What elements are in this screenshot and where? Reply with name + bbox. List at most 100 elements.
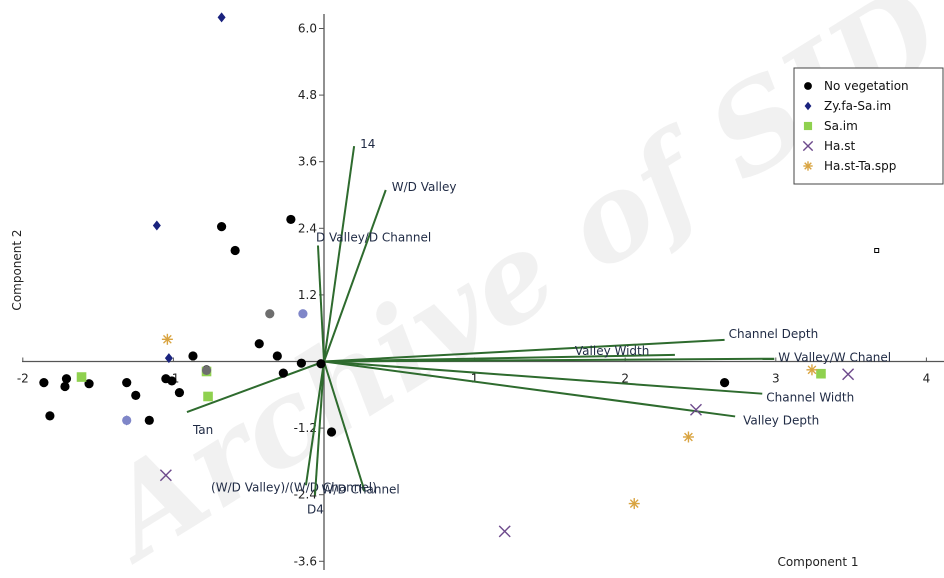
y-tick-label: 1.2 [298, 288, 317, 302]
loading-label: D Valley/D Channel [316, 231, 431, 245]
loading-label: Tan [192, 423, 213, 437]
data-point [806, 364, 818, 376]
data-point [278, 368, 288, 378]
legend-item-label: Ha.st [824, 139, 855, 153]
data-point [188, 351, 198, 361]
y-tick-label: 4.8 [298, 88, 317, 102]
data-point [254, 339, 264, 349]
x-tick-label: 3 [772, 372, 780, 386]
loading-vector [323, 361, 366, 492]
data-point [272, 351, 282, 361]
data-points [39, 12, 880, 538]
x-tick-label: 2 [621, 372, 629, 386]
data-point [265, 309, 275, 319]
y-tick-label: 2.4 [298, 221, 317, 235]
data-point [326, 427, 337, 437]
data-point-stroke [159, 469, 172, 482]
loading-vector [316, 245, 325, 362]
data-point [61, 374, 72, 384]
data-point-stroke [498, 525, 511, 538]
loading-label: W/D Valley [392, 180, 457, 194]
data-point [804, 101, 812, 111]
data-point [298, 309, 308, 319]
data-point [296, 358, 307, 368]
loading-vector [323, 189, 387, 362]
data-point [144, 415, 154, 425]
legend-item-label: No vegetation [824, 79, 909, 93]
data-point [122, 377, 132, 388]
data-point [689, 403, 702, 416]
loading-vectors: 14 W/D Valley D Valley/D Channel Channel De… [186, 137, 891, 516]
data-point [216, 222, 227, 232]
data-point [803, 121, 813, 131]
data-point [682, 431, 694, 443]
data-point-stroke [689, 403, 702, 416]
data-point [201, 365, 212, 375]
loading-vector [323, 360, 736, 418]
data-point-stroke [162, 334, 172, 344]
loading-label: 14 [360, 137, 375, 151]
loading-vector [313, 361, 325, 496]
axes: -2-112346.04.83.62.41.2-1.2-2.4-3.6Compo… [10, 14, 944, 570]
data-point-stroke [804, 162, 812, 170]
x-tick-label: -2 [17, 372, 29, 386]
data-point [122, 415, 132, 425]
data-point [39, 377, 49, 388]
loading-vector [323, 357, 775, 363]
data-point [161, 333, 173, 345]
y-tick-label: -2.4 [294, 488, 317, 502]
data-point-stroke [684, 432, 693, 442]
y-tick-label: 3.6 [298, 155, 317, 169]
data-point [842, 368, 855, 381]
loading-label: Valley Width [575, 344, 649, 358]
data-point [76, 372, 87, 382]
data-point [803, 161, 813, 171]
legend-item-label: Sa.im [824, 119, 858, 133]
legend: No vegetation Zy.fa-Sa.im Sa.im Ha.st Ha.st-… [793, 67, 944, 185]
x-tick-label: 4 [923, 372, 931, 386]
loading-label: Valley Depth [743, 413, 819, 427]
data-point [203, 391, 213, 402]
data-point [45, 411, 55, 421]
data-point [802, 140, 814, 152]
data-point [316, 359, 326, 369]
loading-label: Channel Width [766, 391, 854, 405]
data-point [628, 498, 640, 510]
y-tick-label: -1.2 [294, 421, 317, 435]
loading-label: W Valley/W Chanel [778, 351, 891, 365]
loading-vector [186, 360, 325, 413]
data-point [719, 377, 730, 388]
loading-label: Channel Depth [729, 327, 819, 341]
data-point [159, 469, 172, 482]
data-point [498, 525, 511, 538]
data-point [230, 245, 240, 256]
data-point [164, 353, 173, 364]
data-point [60, 381, 70, 392]
data-point [152, 220, 161, 231]
data-point [816, 368, 826, 379]
y-tick-label: 6.0 [298, 22, 317, 36]
data-point [286, 214, 296, 225]
stray-marker [874, 248, 880, 253]
loading-vector [304, 361, 325, 486]
data-point [174, 387, 185, 398]
loading-vector [323, 146, 356, 362]
y-tick-label: -3.6 [294, 554, 317, 568]
data-point [84, 379, 94, 389]
x-axis-title: Component 1 [777, 555, 858, 569]
legend-item-label: Ha.st-Ta.spp [824, 159, 896, 173]
data-point [804, 82, 812, 90]
data-point [167, 376, 177, 386]
data-point-stroke [802, 140, 814, 152]
data-point-stroke [842, 368, 855, 381]
y-axis-title: Component 2 [10, 229, 24, 310]
legend-box [793, 67, 944, 185]
x-tick-label: 1 [471, 372, 479, 386]
loading-vector [323, 338, 725, 363]
legend-item-label: Zy.fa-Sa.im [824, 99, 891, 113]
loading-label: D4 [307, 502, 324, 516]
data-point [131, 390, 141, 400]
data-point-stroke [629, 499, 639, 508]
